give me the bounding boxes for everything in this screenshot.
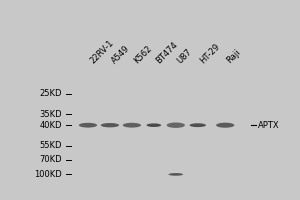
Ellipse shape	[169, 173, 183, 176]
Text: U87: U87	[176, 47, 194, 65]
Text: 35KD: 35KD	[40, 110, 62, 119]
Ellipse shape	[146, 123, 161, 127]
Text: K562: K562	[132, 44, 153, 65]
Ellipse shape	[167, 122, 185, 128]
Text: A549: A549	[110, 44, 131, 65]
Ellipse shape	[79, 123, 97, 128]
Ellipse shape	[123, 123, 141, 128]
Text: 100KD: 100KD	[34, 170, 62, 179]
Text: 70KD: 70KD	[40, 156, 62, 164]
Text: 40KD: 40KD	[40, 121, 62, 130]
Text: HT-29: HT-29	[198, 42, 221, 65]
Ellipse shape	[216, 123, 234, 128]
Text: APTX: APTX	[258, 121, 280, 130]
Text: Raji: Raji	[225, 48, 243, 65]
Ellipse shape	[190, 123, 206, 127]
Text: 55KD: 55KD	[40, 141, 62, 150]
Ellipse shape	[101, 123, 119, 127]
Text: 25KD: 25KD	[40, 89, 62, 98]
Text: BT474: BT474	[154, 40, 179, 65]
Text: 22RV-1: 22RV-1	[88, 38, 115, 65]
